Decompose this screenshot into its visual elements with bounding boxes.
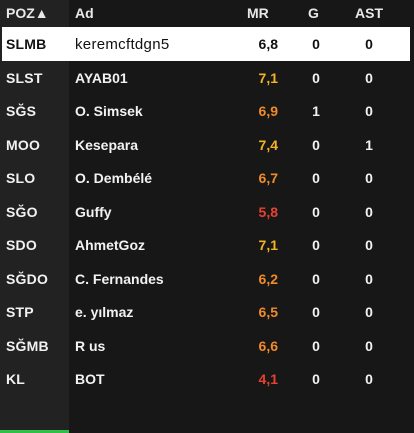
- player-rating: 5,8: [258, 203, 278, 220]
- player-name: BOT: [75, 371, 105, 387]
- player-assists: 0: [365, 36, 373, 52]
- player-assists: 0: [365, 203, 373, 220]
- player-rating: 6,6: [258, 337, 278, 354]
- player-rating: 6,7: [258, 170, 278, 186]
- player-position: MOO: [6, 136, 41, 153]
- player-goals: 0: [312, 304, 320, 320]
- player-name: O. Simsek: [75, 103, 143, 119]
- table-header: POZ▲ Ad MR G AST: [0, 0, 414, 26]
- player-position: SLMB: [6, 36, 47, 52]
- player-row[interactable]: STP e. yılmaz 6,5 0 0: [0, 295, 414, 329]
- player-position: SĞO: [6, 203, 38, 220]
- player-list: SLMB keremcftdgn5 6,8 0 0 SLST AYAB01 7,…: [0, 27, 414, 396]
- player-assists: 0: [365, 304, 373, 320]
- player-name: R us: [75, 337, 106, 354]
- player-assists: 0: [365, 337, 373, 354]
- player-row[interactable]: SDO AhmetGoz 7,1 0 0: [0, 228, 414, 262]
- player-goals: 0: [312, 337, 320, 354]
- player-position: STP: [6, 304, 34, 320]
- player-row[interactable]: MOO Kesepara 7,4 0 1: [0, 128, 414, 162]
- player-assists: 0: [365, 103, 373, 119]
- player-assists: 1: [365, 136, 373, 153]
- player-name: e. yılmaz: [75, 304, 134, 320]
- player-assists: 0: [365, 69, 373, 86]
- player-position: SĞDO: [6, 270, 49, 287]
- player-name: C. Fernandes: [75, 270, 164, 287]
- player-goals: 1: [312, 103, 320, 119]
- player-rating: 6,2: [258, 270, 278, 287]
- player-name: AYAB01: [75, 69, 128, 86]
- player-goals: 0: [312, 270, 320, 287]
- player-rating: 4,1: [258, 371, 278, 387]
- player-position: SĞMB: [6, 337, 49, 354]
- player-row[interactable]: SĞS O. Simsek 6,9 1 0: [0, 94, 414, 128]
- player-row-selected[interactable]: SLMB keremcftdgn5 6,8 0 0: [2, 27, 410, 61]
- player-position: SLO: [6, 170, 36, 186]
- header-assists[interactable]: AST: [355, 5, 383, 21]
- player-assists: 0: [365, 170, 373, 186]
- player-name: Guffy: [75, 203, 112, 220]
- player-rating: 7,4: [258, 136, 278, 153]
- player-position: KL: [6, 371, 26, 387]
- header-position-sort[interactable]: POZ▲: [6, 5, 49, 21]
- player-name: AhmetGoz: [75, 237, 145, 253]
- player-goals: 0: [312, 170, 320, 186]
- player-goals: 0: [312, 36, 320, 52]
- player-goals: 0: [312, 136, 320, 153]
- player-goals: 0: [312, 237, 320, 253]
- player-row[interactable]: SLST AYAB01 7,1 0 0: [0, 61, 414, 95]
- player-assists: 0: [365, 237, 373, 253]
- player-row[interactable]: SĞDO C. Fernandes 6,2 0 0: [0, 262, 414, 296]
- player-row[interactable]: SLO O. Dembélé 6,7 0 0: [0, 161, 414, 195]
- player-name: keremcftdgn5: [75, 36, 170, 53]
- player-rating: 6,8: [258, 36, 278, 52]
- player-rating: 7,1: [258, 69, 278, 86]
- player-goals: 0: [312, 69, 320, 86]
- active-indicator-bar: [0, 430, 69, 433]
- header-match-rating[interactable]: MR: [247, 5, 269, 21]
- header-name[interactable]: Ad: [75, 5, 94, 21]
- player-goals: 0: [312, 371, 320, 387]
- player-assists: 0: [365, 371, 373, 387]
- player-rating: 6,9: [258, 103, 278, 119]
- player-name: O. Dembélé: [75, 170, 153, 186]
- player-row[interactable]: KL BOT 4,1 0 0: [0, 362, 414, 396]
- header-goals[interactable]: G: [308, 5, 319, 21]
- player-rating: 7,1: [258, 237, 278, 253]
- player-row[interactable]: SĞO Guffy 5,8 0 0: [0, 195, 414, 229]
- player-position: SĞS: [6, 103, 37, 119]
- player-name: Kesepara: [75, 136, 139, 153]
- player-assists: 0: [365, 270, 373, 287]
- position-column-background: [0, 0, 69, 433]
- player-row[interactable]: SĞMB R us 6,6 0 0: [0, 329, 414, 363]
- player-goals: 0: [312, 203, 320, 220]
- player-position: SLST: [6, 69, 43, 86]
- player-position: SDO: [6, 237, 37, 253]
- player-rating: 6,5: [258, 304, 278, 320]
